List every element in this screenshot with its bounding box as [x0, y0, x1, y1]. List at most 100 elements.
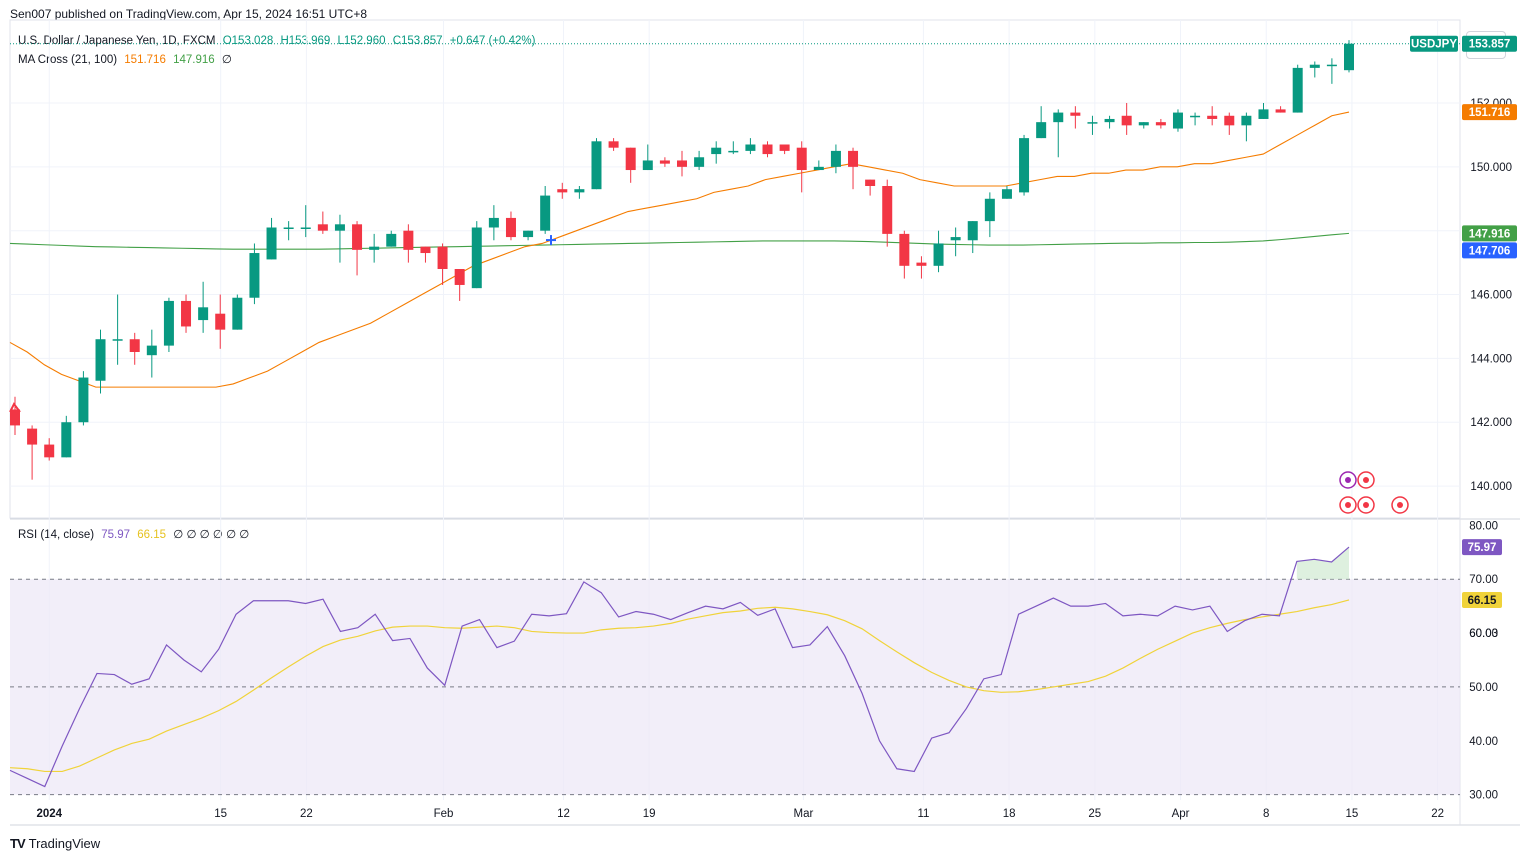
candle-body [1293, 68, 1303, 113]
x-tick-label: 22 [300, 808, 313, 820]
candle [574, 186, 584, 199]
candle-body [1327, 65, 1337, 67]
candle-body [369, 247, 379, 250]
candle [780, 145, 790, 155]
candle [899, 231, 909, 279]
event-marker-dot [1345, 502, 1351, 508]
candle-body [10, 409, 20, 425]
candle [420, 247, 430, 263]
candle [1173, 109, 1183, 131]
candle [1105, 116, 1115, 129]
candle-body [694, 157, 704, 167]
candle-body [814, 167, 824, 170]
candle-body [1122, 116, 1132, 126]
chart-canvas[interactable]: 2024 15 22 Feb 12 19 Mar 11 18 25 Apr 8 15 22140.0001… [0, 0, 1531, 861]
candle [797, 141, 807, 192]
candle [403, 224, 413, 262]
candle [1224, 113, 1234, 135]
x-tick-label: 12 [557, 808, 570, 820]
candle-body [44, 445, 54, 458]
candle [1258, 103, 1268, 119]
candle-body [1276, 109, 1286, 112]
x-tick-label: 15 [214, 808, 227, 820]
candle-body [472, 228, 482, 289]
candle-body [523, 231, 533, 237]
tradingview-logo[interactable]: TV TradingView [10, 836, 100, 851]
candle [557, 183, 567, 199]
candle [455, 269, 465, 301]
candle [848, 148, 858, 190]
candle [318, 212, 328, 234]
candle-body [249, 253, 259, 298]
candle-body [164, 301, 174, 346]
candle [10, 397, 20, 435]
candle [711, 141, 721, 163]
candle [1053, 109, 1063, 157]
rsi-tick-label: 50.00 [1469, 682, 1498, 694]
price-tag-text: 151.716 [1469, 107, 1511, 119]
candle-body [763, 145, 773, 155]
candle-body [489, 218, 499, 228]
x-tick-label: 2024 [36, 808, 62, 820]
candle-body [1190, 116, 1200, 118]
candle [164, 298, 174, 352]
tradingview-brand: TradingView [29, 836, 101, 851]
candle-body [232, 298, 242, 330]
rsi-tag-text: 66.15 [1468, 595, 1497, 607]
candle [96, 330, 106, 394]
moving-averages [10, 112, 1349, 387]
candle-body [609, 141, 619, 147]
candle-body [147, 346, 157, 356]
candle [369, 234, 379, 263]
x-tick-label: 18 [1003, 808, 1016, 820]
candle [916, 256, 926, 278]
y-tick-label: 146.000 [1470, 290, 1512, 302]
candle [1019, 135, 1029, 196]
candle-body [1139, 122, 1149, 125]
y-tick-label: 144.000 [1470, 353, 1512, 365]
ma-fast-line [10, 112, 1349, 387]
candle [1002, 186, 1012, 199]
candles [10, 40, 1354, 480]
candle-body [1310, 65, 1320, 68]
candle [1344, 40, 1354, 72]
candle [745, 138, 755, 154]
candle [831, 145, 841, 174]
y-tick-label: 150.000 [1470, 162, 1512, 174]
candle [301, 205, 311, 237]
candle [198, 282, 208, 333]
candle-body [96, 339, 106, 381]
tradingview-logo-icon: TV [10, 836, 25, 851]
rsi-overbought-fill [1297, 547, 1349, 579]
candle-body [267, 228, 277, 260]
candle-body [848, 151, 858, 167]
candle-body [643, 160, 653, 170]
x-tick-label: Feb [434, 808, 454, 820]
candle-body [113, 339, 123, 341]
price-pane-frame [10, 20, 1460, 518]
candle-body [1036, 122, 1046, 138]
candle [814, 160, 824, 170]
candle-body [780, 145, 790, 151]
candle [506, 212, 516, 241]
rsi-tick-label: 30.00 [1469, 790, 1498, 802]
candle [1241, 113, 1251, 142]
candle-body [318, 224, 328, 230]
candle [352, 221, 362, 275]
rsi-extra-label: 60.03 [1469, 628, 1498, 640]
candle-body [61, 422, 71, 457]
candle [249, 243, 259, 304]
candle-body [78, 378, 88, 423]
candle [1036, 106, 1046, 138]
rsi-tag-text: 75.97 [1468, 542, 1497, 554]
event-marker-dot [1397, 502, 1403, 508]
candle-body [1173, 113, 1183, 129]
candle-body [335, 224, 345, 230]
candle-body [1019, 138, 1029, 192]
candle [1070, 106, 1080, 128]
candle [181, 295, 191, 333]
candle [27, 425, 37, 479]
candle-body [899, 234, 909, 266]
candle-body [506, 218, 516, 237]
candle [865, 180, 875, 196]
